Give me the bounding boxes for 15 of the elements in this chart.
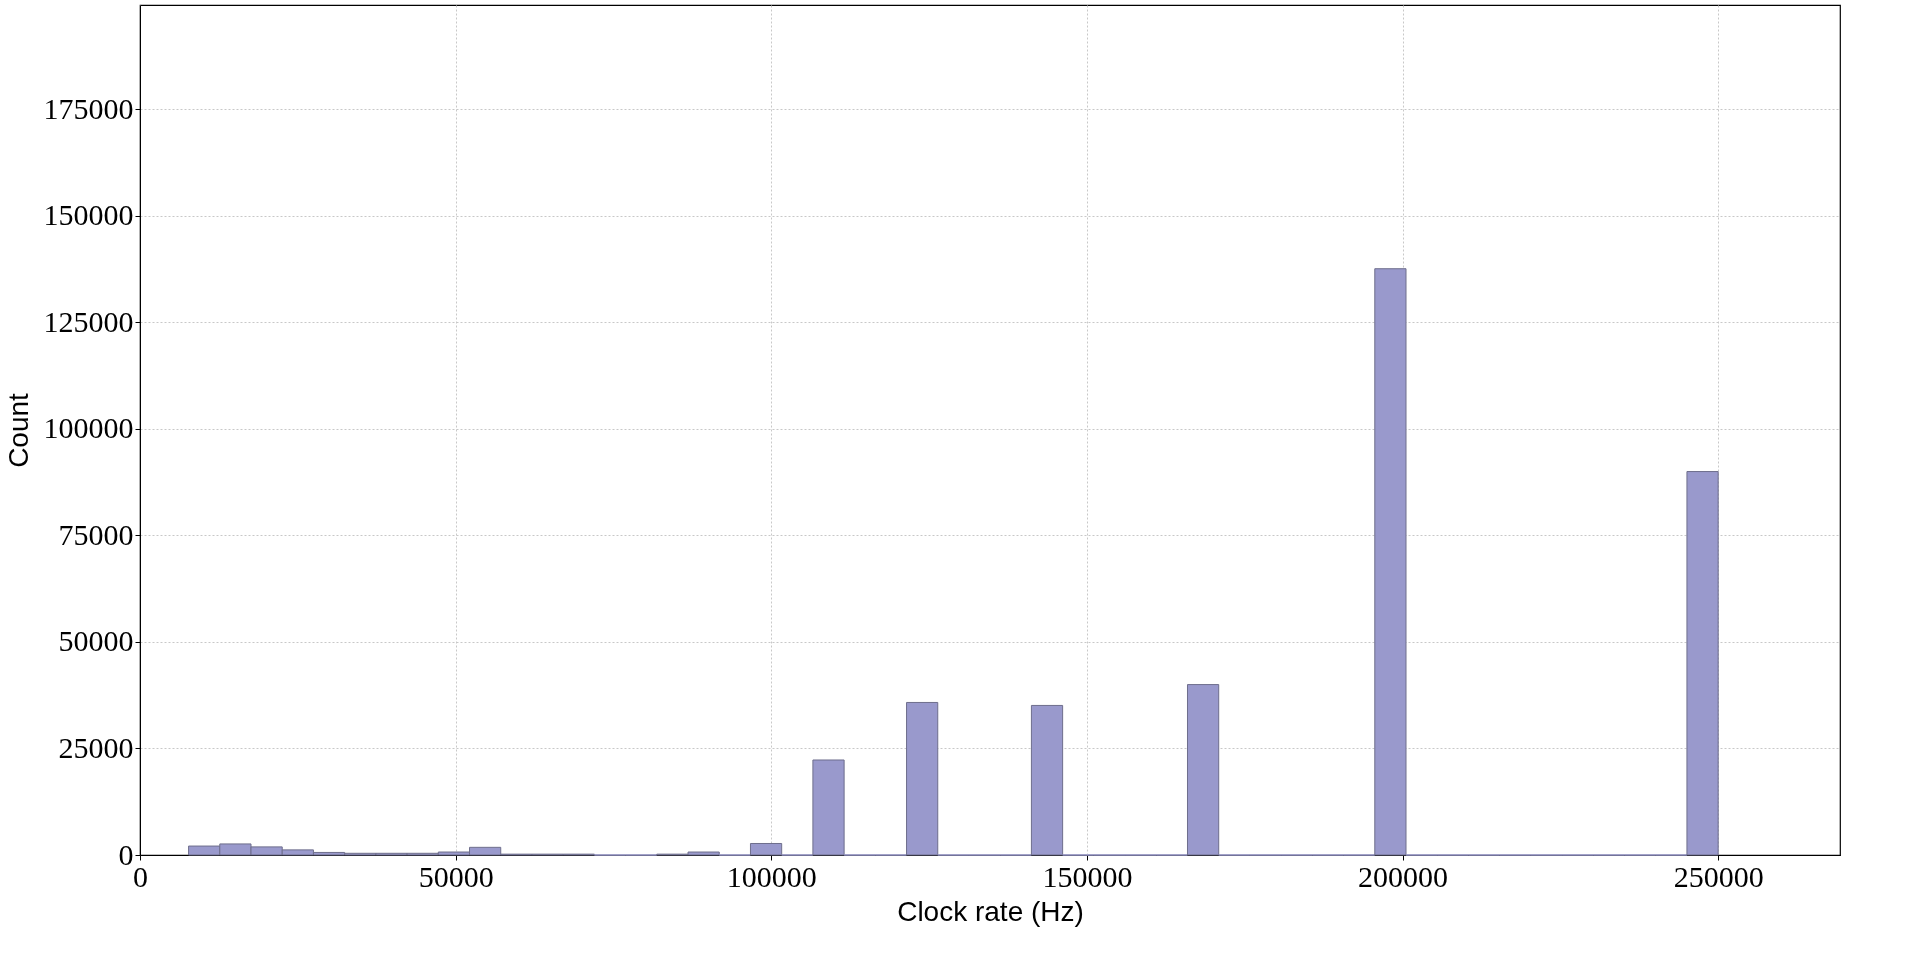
y-tick-label: 150000: [43, 198, 134, 232]
y-tick-label: 175000: [43, 91, 134, 125]
x-tick-label: 50000: [418, 859, 494, 893]
y-tick-label: 100000: [43, 411, 134, 445]
y-tick-label: 50000: [58, 624, 134, 658]
x-tick-label: 250000: [1673, 859, 1764, 893]
x-tick-label: 150000: [1042, 859, 1133, 893]
y-tick-label: 125000: [43, 304, 134, 338]
y-tick-label: 75000: [58, 517, 134, 551]
x-tick-label: 200000: [1358, 859, 1449, 893]
x-tick-label: 100000: [726, 859, 817, 893]
y-axis-title: Count: [2, 392, 34, 468]
y-tick-label: 25000: [58, 730, 134, 764]
x-axis-title: Clock rate (Hz): [897, 895, 1084, 927]
y-tick-label: 0: [118, 837, 134, 871]
